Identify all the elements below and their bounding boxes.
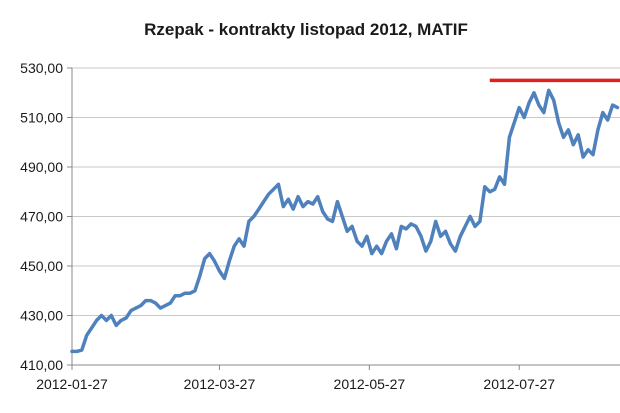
chart-title: Rzepak - kontrakty listopad 2012, MATIF xyxy=(144,20,468,39)
y-tick-label: 510,00 xyxy=(20,110,63,126)
y-tick-label: 410,00 xyxy=(20,357,63,373)
y-tick-labels: 410,00 430,00 450,00 470,00 490,00 510,00 530,… xyxy=(20,60,63,373)
x-tick-label: 2012-03-27 xyxy=(184,376,256,392)
y-tick-label: 450,00 xyxy=(20,258,63,274)
x-tick-labels: 2012-01-27 2012-03-27 2012-05-27 2012-07-27 xyxy=(36,376,555,392)
y-tick-label: 490,00 xyxy=(20,159,63,175)
series-line xyxy=(70,88,620,354)
axes xyxy=(67,67,620,370)
y-tick-label: 470,00 xyxy=(20,209,63,225)
x-tick-label: 2012-05-27 xyxy=(334,376,406,392)
series-layer xyxy=(70,88,620,354)
y-tick-label: 530,00 xyxy=(20,60,63,76)
y-tick-label: 430,00 xyxy=(20,308,63,324)
gridlines xyxy=(72,67,620,366)
x-tick-label: 2012-07-27 xyxy=(483,376,555,392)
x-tick-label: 2012-01-27 xyxy=(36,376,108,392)
